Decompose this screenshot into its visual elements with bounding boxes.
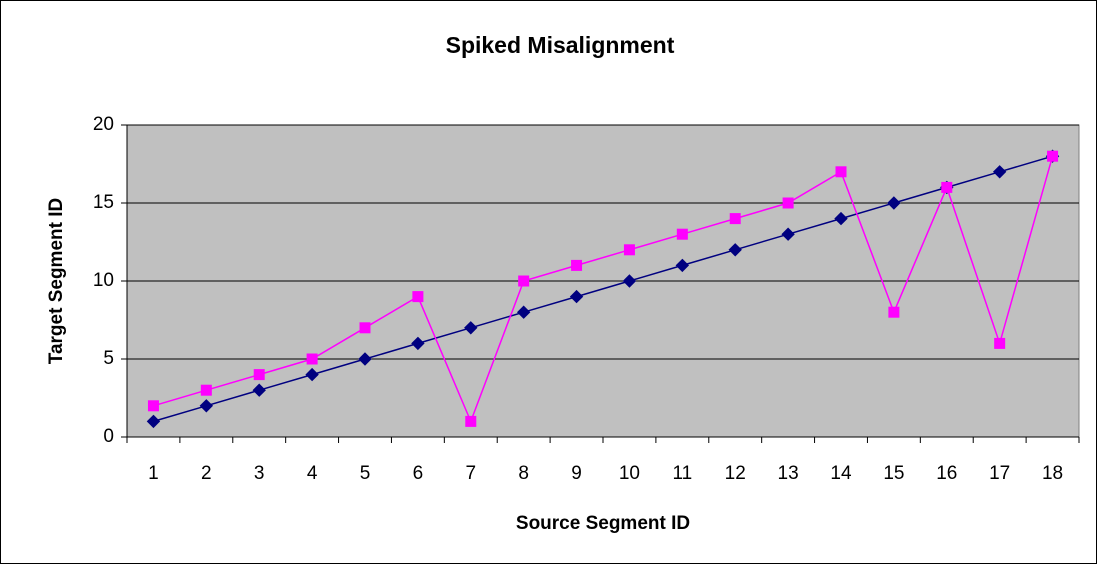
x-tick-label: 4 [307, 463, 318, 484]
series-line [153, 155, 1053, 423]
marker [200, 384, 212, 396]
marker [729, 213, 741, 225]
x-tick-label: 11 [672, 463, 692, 484]
marker [569, 289, 584, 304]
marker [146, 414, 161, 429]
x-tick-label: 6 [413, 463, 424, 484]
marker [464, 321, 478, 335]
x-tick-label: 9 [571, 463, 582, 484]
x-tick-label: 5 [360, 463, 371, 484]
x-tick-label: 1 [148, 463, 159, 484]
x-tick-label: 2 [201, 463, 212, 484]
marker [941, 181, 953, 193]
marker [888, 306, 900, 318]
marker [994, 337, 1006, 349]
x-tick-label: 14 [830, 463, 852, 484]
marker [571, 259, 583, 271]
y-tick-label: 20 [93, 114, 114, 135]
y-tick-label: 10 [93, 270, 114, 291]
x-tick-label: 16 [936, 463, 957, 484]
marker [623, 244, 635, 256]
y-tick-label: 15 [93, 192, 114, 213]
x-tick-label: 3 [254, 463, 265, 484]
marker [359, 322, 371, 334]
marker [518, 275, 530, 287]
marker [622, 274, 637, 288]
marker [835, 166, 847, 178]
marker [147, 400, 159, 412]
marker [992, 165, 1007, 179]
marker [834, 211, 848, 226]
y-tick-label: 0 [103, 426, 114, 447]
marker [887, 196, 901, 210]
marker [675, 258, 690, 273]
x-tick-label: 10 [619, 463, 640, 484]
marker [782, 197, 794, 209]
marker [1047, 150, 1059, 162]
marker [676, 228, 688, 240]
x-tick-label: 17 [989, 463, 1010, 484]
marker [781, 227, 795, 241]
x-tick-label: 12 [725, 463, 746, 484]
marker [516, 305, 531, 319]
y-axis-label: Target Segment ID [46, 198, 67, 364]
marker [412, 291, 424, 303]
x-tick-label: 18 [1042, 463, 1063, 484]
marker [199, 399, 214, 413]
marker [411, 336, 425, 351]
series-line [153, 155, 1054, 424]
x-axis-label: Source Segment ID [516, 513, 690, 534]
x-tick-label: 13 [778, 463, 799, 484]
marker [465, 415, 477, 427]
marker [306, 353, 318, 365]
marker [305, 367, 319, 382]
marker [728, 243, 742, 257]
marker [252, 383, 266, 397]
x-tick-label: 7 [465, 463, 476, 484]
chart-title: Spiked Misalignment [446, 32, 675, 58]
x-tick-label: 15 [883, 463, 904, 484]
y-tick-label: 5 [103, 348, 114, 369]
marker [358, 352, 372, 366]
marker [253, 369, 265, 381]
x-tick-label: 8 [518, 463, 529, 484]
